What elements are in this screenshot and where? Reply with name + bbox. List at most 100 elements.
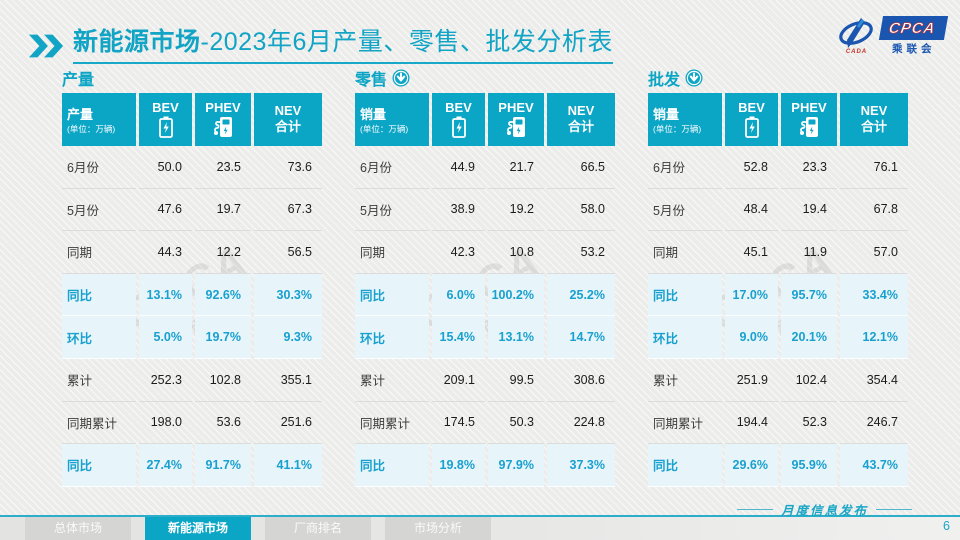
col-nev-line2: 合计 (860, 119, 887, 134)
cell-value: 9.3% (254, 316, 322, 359)
row-label: 环比 (355, 316, 429, 359)
cell-value: 91.7% (195, 444, 251, 487)
cpca-cn-label: 乘联会 (891, 43, 936, 55)
cell-value: 38.9 (432, 189, 485, 232)
table-row: 同期累计 194.4 52.3 246.7 (648, 402, 908, 445)
cell-value: 52.8 (725, 146, 778, 189)
cell-value: 25.2% (547, 273, 615, 317)
section-header: 批发 (648, 66, 908, 90)
caption-dash-left (736, 509, 773, 510)
row-label: 同期 (355, 231, 429, 274)
cell-value: 21.7 (488, 146, 544, 189)
col-nev-line2: 合计 (274, 119, 301, 134)
cada-swoosh-icon: CADA (835, 17, 877, 55)
row-label: 累计 (648, 359, 722, 402)
page-title: 新能源市场-2023年6月产量、零售、批发分析表 (73, 22, 613, 64)
section-title: 批发 (648, 72, 681, 89)
footer-tab[interactable]: 厂商排名 (265, 517, 371, 540)
cell-value: 19.2 (488, 189, 544, 232)
footer-tab[interactable]: 市场分析 (385, 517, 491, 540)
table-header-row: 产量 (单位：万辆) BEV PHEV (62, 93, 322, 146)
row-label: 同期 (62, 231, 136, 274)
table-row: 6月份 50.0 23.5 73.6 (62, 146, 322, 189)
cell-value: 47.6 (139, 189, 192, 232)
cell-value: 67.3 (254, 189, 322, 232)
col-header-nev: NEV 合计 (840, 93, 908, 146)
cell-value: 224.8 (547, 402, 615, 445)
row-header-label: 销量 (360, 107, 387, 122)
cell-value: 100.2% (488, 273, 544, 317)
cell-value: 30.3% (254, 273, 322, 317)
cell-value: 251.9 (725, 359, 778, 402)
row-label: 同比 (648, 273, 722, 317)
cell-value: 48.4 (725, 189, 778, 232)
table-row: 同比 6.0% 100.2% 25.2% (355, 273, 615, 317)
cell-value: 53.6 (195, 402, 251, 445)
table-row: 同比 17.0% 95.7% 33.4% (648, 273, 908, 317)
col-phev-label: PHEV (791, 99, 827, 115)
cell-value: 27.4% (139, 444, 192, 487)
cell-value: 42.3 (432, 231, 485, 274)
table-row: 累计 209.1 99.5 308.6 (355, 359, 615, 402)
col-header-phev: PHEV (488, 93, 544, 146)
table-row: 6月份 44.9 21.7 66.5 (355, 146, 615, 189)
cell-value: 15.4% (432, 316, 485, 359)
table-rows: 6月份 44.9 21.7 66.5 5月份 38.9 19.2 58.0 同期 42.3 10.8… (355, 146, 615, 487)
col-nev-line2: 合计 (567, 119, 594, 134)
cell-value: 52.3 (781, 402, 837, 445)
table-header-first-cell: 销量 (单位：万辆) (355, 93, 429, 146)
row-label: 6月份 (62, 146, 136, 189)
footer-caption: 月度信息发布 (736, 500, 912, 519)
table-row: 同期累计 198.0 53.6 251.6 (62, 402, 322, 445)
col-header-bev: BEV (139, 93, 192, 146)
footer-tab-active[interactable]: 新能源市场 (145, 517, 251, 540)
row-label: 累计 (62, 359, 136, 402)
charging-station-icon (800, 117, 818, 138)
cell-value: 33.4% (840, 273, 908, 317)
cell-value: 13.1% (488, 316, 544, 359)
table-rows: 6月份 50.0 23.5 73.6 5月份 47.6 19.7 67.3 同期 44.3 12.2… (62, 146, 322, 487)
cell-value: 209.1 (432, 359, 485, 402)
cell-value: 95.9% (781, 444, 837, 487)
table-row: 5月份 47.6 19.7 67.3 (62, 189, 322, 232)
cell-value: 19.4 (781, 189, 837, 232)
cell-value: 17.0% (725, 273, 778, 317)
cell-value: 20.1% (781, 316, 837, 359)
cell-value: 13.1% (139, 273, 192, 317)
row-label: 5月份 (62, 189, 136, 232)
col-header-nev: NEV 合计 (547, 93, 615, 146)
table-rows: 6月份 52.8 23.3 76.1 5月份 48.4 19.4 67.8 同期 45.1 11.9… (648, 146, 908, 487)
row-label: 累计 (355, 359, 429, 402)
cell-value: 102.4 (781, 359, 837, 402)
double-chevron-icon (28, 34, 64, 58)
table-row: 5月份 38.9 19.2 58.0 (355, 189, 615, 232)
cell-value: 37.3% (547, 444, 615, 487)
table-row: 同比 13.1% 92.6% 30.3% (62, 273, 322, 317)
table-row: 同比 19.8% 97.9% 37.3% (355, 444, 615, 487)
cell-value: 246.7 (840, 402, 908, 445)
row-label: 同期累计 (62, 402, 136, 445)
row-label: 同比 (62, 444, 136, 487)
col-nev-line1: NEV (274, 103, 302, 119)
cell-value: 73.6 (254, 146, 322, 189)
cell-value: 29.6% (725, 444, 778, 487)
table-header-first-cell: 产量 (单位：万辆) (62, 93, 136, 146)
data-table: CPCA 乘联会 产量 产量 (单位：万辆) BEV (62, 66, 322, 487)
table-header-first-cell: 销量 (单位：万辆) (648, 93, 722, 146)
cell-value: 57.0 (840, 231, 908, 274)
cell-value: 6.0% (432, 273, 485, 317)
cell-value: 97.9% (488, 444, 544, 487)
battery-icon (744, 116, 759, 139)
col-phev-label: PHEV (498, 99, 534, 115)
cell-value: 251.6 (254, 402, 322, 445)
footer-tab[interactable]: 总体市场 (25, 517, 131, 540)
page-number: 6 (943, 519, 950, 533)
table-row: 同比 27.4% 91.7% 41.1% (62, 444, 322, 487)
cell-value: 43.7% (840, 444, 908, 487)
unit-label: (单位：万辆) (653, 124, 702, 134)
row-label: 同比 (355, 444, 429, 487)
table-row: 环比 5.0% 19.7% 9.3% (62, 316, 322, 359)
cell-value: 174.5 (432, 402, 485, 445)
col-phev-label: PHEV (205, 99, 241, 115)
